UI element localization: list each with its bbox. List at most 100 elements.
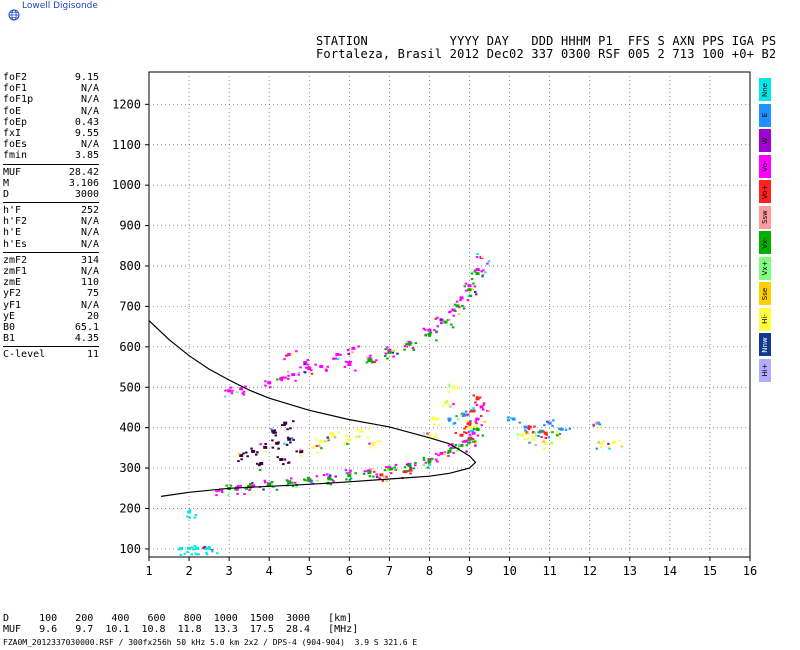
echo-point bbox=[388, 464, 391, 467]
echo-point bbox=[607, 445, 611, 448]
echo-point bbox=[542, 440, 546, 443]
echo-point bbox=[306, 358, 309, 361]
echo-point bbox=[424, 461, 428, 464]
param-row-h-e: h'E N/A bbox=[3, 227, 99, 238]
echo-point bbox=[427, 433, 432, 437]
param-value: 9.15 bbox=[74, 72, 99, 83]
echo-point bbox=[270, 483, 274, 486]
echo-point bbox=[449, 310, 452, 313]
echo-point bbox=[465, 289, 468, 292]
echo-point bbox=[305, 366, 308, 369]
param-value: N/A bbox=[80, 266, 99, 277]
echo-point bbox=[315, 444, 319, 447]
echo-point bbox=[527, 425, 532, 429]
plot-frame bbox=[148, 71, 751, 558]
echo-point bbox=[378, 477, 382, 480]
echo-point bbox=[303, 478, 306, 481]
echo-point bbox=[471, 438, 475, 441]
legend-label: Nnw bbox=[761, 336, 769, 353]
echo-point bbox=[447, 444, 451, 447]
echo-point bbox=[325, 369, 328, 372]
param-row-yf1: yF1 N/A bbox=[3, 300, 99, 311]
echo-point bbox=[354, 435, 358, 438]
param-name: h'F2 bbox=[3, 216, 28, 228]
echo-point bbox=[458, 443, 461, 446]
echo-point bbox=[366, 356, 369, 359]
echo-point bbox=[460, 412, 464, 415]
echo-point bbox=[310, 372, 314, 375]
echo-point bbox=[186, 515, 189, 518]
echo-point bbox=[385, 480, 388, 483]
param-name: MUF bbox=[3, 166, 22, 178]
param-name: zmE bbox=[3, 277, 22, 289]
echo-point bbox=[392, 355, 395, 358]
echo-point bbox=[445, 400, 449, 403]
echo-point bbox=[322, 474, 326, 477]
echo-point bbox=[476, 434, 480, 437]
param-name: h'F bbox=[3, 205, 22, 217]
echo-point bbox=[192, 548, 195, 551]
echo-point bbox=[543, 431, 548, 435]
legend-label: Nne bbox=[761, 82, 769, 97]
echo-point bbox=[474, 444, 477, 447]
echo-point bbox=[327, 437, 331, 440]
echo-point bbox=[327, 477, 332, 481]
legend-swatch-vo: Vo+ bbox=[759, 180, 771, 203]
echo-point bbox=[286, 428, 289, 431]
echo-point bbox=[385, 466, 388, 469]
echo-point bbox=[473, 442, 477, 445]
echo-point bbox=[329, 483, 333, 486]
echo-point bbox=[437, 424, 441, 427]
echo-point bbox=[481, 275, 484, 278]
echo-point bbox=[245, 487, 248, 490]
echo-point bbox=[433, 417, 436, 420]
echo-point bbox=[315, 475, 319, 478]
x-tick-label: 14 bbox=[663, 564, 677, 578]
echo-point bbox=[461, 440, 465, 443]
param-value: N/A bbox=[80, 139, 99, 151]
header-values: Fortaleza, Brasil 2012 Dec02 337 0300 RS… bbox=[316, 47, 777, 61]
echo-point bbox=[540, 441, 544, 444]
x-tick-label: 16 bbox=[743, 564, 757, 578]
echo-point bbox=[271, 446, 275, 449]
legend-label: Ssw bbox=[761, 210, 769, 224]
echo-point bbox=[531, 437, 536, 441]
param-value: 11 bbox=[86, 349, 99, 361]
echo-point bbox=[349, 469, 352, 472]
echo-point bbox=[263, 479, 266, 482]
param-name: B1 bbox=[3, 333, 16, 345]
echo-point bbox=[475, 397, 480, 401]
echo-point bbox=[223, 395, 227, 398]
echo-point bbox=[215, 490, 218, 493]
param-name: B0 bbox=[3, 321, 16, 333]
echo-point bbox=[447, 451, 450, 454]
echo-point bbox=[534, 444, 537, 447]
legend-label: Hi- bbox=[761, 314, 769, 324]
echo-point bbox=[239, 453, 244, 457]
echo-point bbox=[375, 475, 379, 478]
echo-point bbox=[465, 450, 468, 453]
echo-point bbox=[409, 467, 413, 470]
echo-point bbox=[183, 552, 187, 555]
echo-point bbox=[328, 474, 332, 477]
echo-point bbox=[447, 449, 452, 453]
echo-point bbox=[479, 405, 484, 409]
echo-point bbox=[355, 436, 359, 439]
echo-point bbox=[595, 421, 600, 425]
param-value: 20 bbox=[86, 310, 99, 322]
echo-point bbox=[264, 384, 267, 387]
param-value: 3000 bbox=[74, 188, 99, 200]
param-value: N/A bbox=[80, 94, 99, 106]
echo-point bbox=[319, 439, 324, 443]
echo-point bbox=[345, 472, 349, 475]
echo-point bbox=[210, 548, 214, 551]
echo-point bbox=[240, 458, 243, 461]
echo-point bbox=[483, 420, 486, 423]
echo-point bbox=[598, 426, 602, 429]
echo-point bbox=[269, 386, 272, 389]
echo-point bbox=[235, 391, 239, 394]
echo-point bbox=[224, 389, 227, 392]
echo-point bbox=[461, 415, 465, 418]
echo-point bbox=[299, 455, 303, 458]
echo-point bbox=[264, 450, 267, 453]
